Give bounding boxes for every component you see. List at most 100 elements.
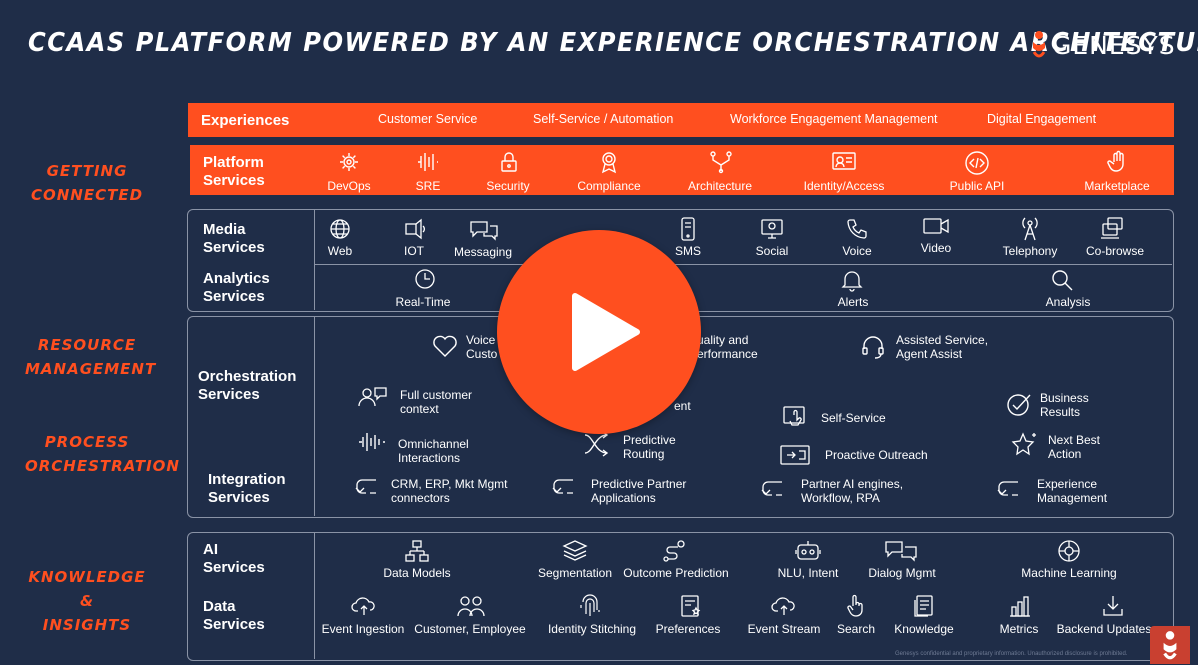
bar-metrics-icon: [1008, 594, 1032, 618]
media-voice: Voice: [842, 244, 872, 258]
orch-voice-customer: Voice Custo: [466, 333, 498, 361]
experience-customer-service: Customer Service: [378, 112, 478, 126]
confidential-footnote: Genesys confidential and proprietary inf…: [895, 651, 1128, 657]
integration-experience-management: Experience Management: [1037, 477, 1108, 505]
side-label-knowledge-insights: KNOWLEDGE & INSIGHTS: [28, 568, 146, 634]
star-sparkle-icon: [1011, 431, 1039, 457]
data-services-title: Data Services: [203, 598, 265, 633]
analytics-alerts: Alerts: [837, 295, 869, 309]
platform-security: Security: [486, 179, 530, 193]
experience-connector-icon: [996, 478, 1022, 500]
experience-self-service: Self-Service / Automation: [533, 112, 674, 126]
dialog-bubbles-icon: [884, 539, 918, 563]
media-iot: IOT: [404, 244, 424, 258]
preferences-doc-icon: [679, 594, 703, 618]
orch-next-best-action: Next Best Action: [1048, 433, 1101, 461]
media-social: Social: [755, 244, 789, 258]
connector-icon: [354, 476, 380, 498]
media-analytics-divider: [315, 264, 1172, 265]
orch-predictive-routing: Predictive Routing: [623, 433, 676, 461]
orch-self-service: Self-Service: [821, 411, 886, 425]
data-search: Search: [836, 622, 876, 636]
platform-compliance: Compliance: [577, 179, 641, 193]
machine-learning-icon: [1056, 538, 1082, 564]
telephony-tower-icon: [1019, 216, 1041, 242]
bell-icon: [841, 268, 863, 292]
ai-nlu-intent: NLU, Intent: [777, 566, 839, 580]
side-label-resource-management: RESOURCE MANAGEMENT: [25, 336, 157, 378]
sre-icon: [416, 150, 440, 174]
integration-services-title: Integration Services: [208, 471, 286, 506]
orch-full-customer-context: Full customer context: [400, 388, 473, 416]
layers-icon: [562, 539, 588, 563]
data-preferences: Preferences: [655, 622, 721, 636]
genesys-logo-icon: [1032, 31, 1046, 58]
customer-context-icon: [355, 384, 389, 410]
platform-sre: SRE: [415, 179, 441, 193]
media-video: Video: [920, 241, 952, 255]
experiences-bar: [188, 103, 1174, 137]
touch-search-icon: [845, 594, 867, 618]
ai-outcome-prediction: Outcome Prediction: [623, 566, 729, 580]
ai-dialog-mgmt: Dialog Mgmt: [868, 566, 936, 580]
id-card-icon: [831, 150, 857, 174]
globe-icon: [329, 218, 351, 240]
self-service-icon: [782, 405, 810, 431]
platform-marketplace: Marketplace: [1084, 179, 1150, 193]
data-metrics: Metrics: [999, 622, 1039, 636]
orchestration-panel-divider: [314, 317, 315, 516]
devops-icon: [337, 150, 361, 174]
ai-services-title: AI Services: [203, 541, 265, 576]
integration-partner-ai: Partner AI engines, Workflow, RPA: [801, 477, 904, 505]
experience-digital-engagement: Digital Engagement: [987, 112, 1097, 126]
check-circle-icon: [1006, 391, 1032, 417]
media-co-browse: Co-browse: [1085, 244, 1145, 258]
integration-predictive-partner: Predictive Partner Applications: [591, 477, 687, 505]
integration-crm-erp: CRM, ERP, Mkt Mgmt connectors: [391, 477, 508, 505]
genesys-corner-badge: [1150, 626, 1190, 664]
data-event-ingestion: Event Ingestion: [321, 622, 405, 636]
headset-icon: [860, 334, 886, 360]
award-icon: [597, 150, 621, 174]
media-panel-divider: [314, 210, 315, 310]
ai-data-panel: [187, 532, 1174, 661]
orch-ent: ent: [674, 399, 691, 413]
partner-ai-connector-icon: [760, 478, 786, 500]
side-label-getting-connected: GETTING CONNECTED: [30, 162, 144, 204]
waveform-icon: [357, 430, 387, 454]
lock-icon: [497, 150, 521, 174]
video-play-button[interactable]: [497, 230, 701, 434]
cloud-stream-icon: [771, 595, 797, 617]
analytics-analysis: Analysis: [1045, 295, 1091, 309]
api-code-icon: [964, 150, 990, 176]
cloud-upload-icon: [351, 595, 377, 617]
mobile-icon: [678, 217, 698, 241]
play-icon: [572, 293, 640, 371]
routing-arrows-icon: [583, 431, 611, 457]
robot-icon: [795, 539, 821, 563]
hand-icon: [1106, 150, 1130, 174]
data-identity-stitching: Identity Stitching: [547, 622, 637, 636]
path-prediction-icon: [662, 539, 686, 563]
magnifier-icon: [1050, 268, 1074, 292]
speaker-icon: [403, 218, 427, 240]
data-backend-updates: Backend Updates: [1056, 622, 1152, 636]
platform-identity-access: Identity/Access: [803, 179, 885, 193]
heart-icon: [431, 333, 459, 359]
architecture-icon: [709, 150, 733, 174]
orch-assisted-service: Assisted Service, Agent Assist: [896, 333, 989, 361]
data-knowledge: Knowledge: [894, 622, 954, 636]
experiences-title: Experiences: [201, 112, 290, 129]
media-services-title: Media Services: [203, 221, 265, 256]
video-camera-icon: [922, 215, 950, 237]
ai-panel-divider: [314, 533, 315, 659]
hierarchy-icon: [404, 539, 430, 563]
platform-services-bar: [190, 145, 1174, 195]
clock-icon: [413, 267, 437, 291]
page-title: CCAAS PLATFORM POWERED BY AN EXPERIENCE …: [28, 28, 1198, 58]
genesys-corner-icon: [1163, 631, 1177, 660]
platform-services-title: Platform Services: [203, 154, 265, 189]
orch-omnichannel: Omnichannel Interactions: [398, 437, 469, 465]
knowledge-doc-icon: [913, 594, 935, 618]
download-tray-icon: [1101, 594, 1125, 618]
